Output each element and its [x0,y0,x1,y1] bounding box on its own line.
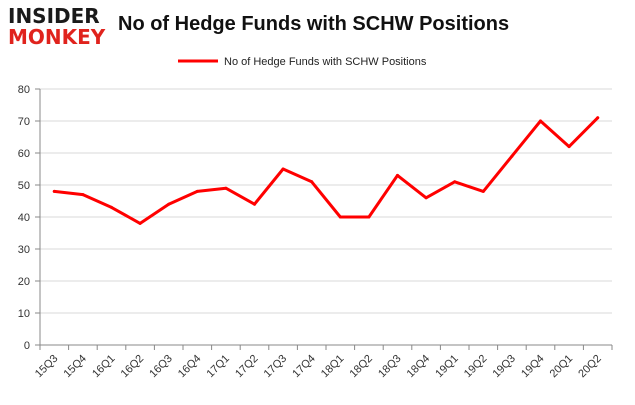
x-tick-label: 16Q2 [119,353,147,381]
y-tick-label: 30 [18,244,30,256]
insider-monkey-logo: INSIDER MONKEY [8,6,116,52]
logo-text-insider: INSIDER [8,4,100,28]
y-tick-label: 80 [18,84,30,96]
series-lines [52,116,600,225]
series-line [52,116,600,225]
x-tick-label: 18Q4 [405,353,433,381]
data-point [110,205,113,209]
data-point [567,145,571,149]
logo-text-monkey: MONKEY [8,25,106,49]
x-tick-label: 15Q3 [33,353,61,381]
y-tick-label: 0 [24,340,30,352]
data-point [453,180,457,184]
x-tick-label: 20Q1 [548,353,576,381]
legend-label: No of Hedge Funds with SCHW Positions [224,56,427,68]
data-point [424,196,428,200]
x-tick-label: 16Q1 [90,353,118,381]
data-point [167,202,171,206]
y-tick-label: 10 [18,308,30,320]
x-tick-label: 19Q2 [462,353,490,381]
chart-title: No of Hedge Funds with SCHW Positions [118,13,510,35]
x-tick-label: 20Q2 [576,353,604,381]
data-point [596,116,600,120]
y-tick-label: 70 [18,116,30,128]
data-point [338,215,342,219]
legend: No of Hedge Funds with SCHW Positions [178,56,427,68]
y-tick-label: 60 [18,148,30,160]
x-tick-label: 19Q4 [519,353,547,381]
data-point [253,202,256,206]
x-tick-label: 15Q4 [61,353,89,381]
data-point [52,189,56,193]
x-tick-label: 16Q3 [147,353,175,381]
data-point [367,215,371,219]
x-tick-label: 17Q3 [262,353,290,381]
y-tick-label: 40 [18,212,30,224]
data-point [138,221,142,225]
data-point [310,180,314,184]
data-point [195,189,199,193]
x-tick-label: 18Q3 [376,353,404,381]
data-point [510,154,514,158]
axes [35,88,613,350]
data-point [396,173,399,177]
y-tick-label: 20 [18,276,30,288]
x-tick-label: 19Q1 [433,353,461,381]
x-tick-label: 17Q4 [290,353,318,381]
data-point [81,193,85,197]
x-tick-label: 19Q3 [490,353,518,381]
x-tick-label: 16Q4 [176,353,204,381]
data-point [539,119,542,123]
grid-lines [40,88,612,314]
x-tick-label: 18Q2 [347,353,375,381]
x-tick-label: 17Q1 [204,353,232,381]
y-tick-labels: 0 10 20 30 40 50 60 70 80 [18,84,30,352]
x-tick-label: 17Q2 [233,353,261,381]
data-point [481,189,485,193]
data-point [224,186,228,190]
data-point [281,167,285,171]
x-tick-label: 18Q1 [319,353,347,381]
x-tick-labels: 15Q3 15Q4 16Q1 16Q2 16Q3 16Q4 17Q1 17Q2 17Q3 17Q4… [33,353,604,381]
y-tick-label: 50 [18,180,30,192]
